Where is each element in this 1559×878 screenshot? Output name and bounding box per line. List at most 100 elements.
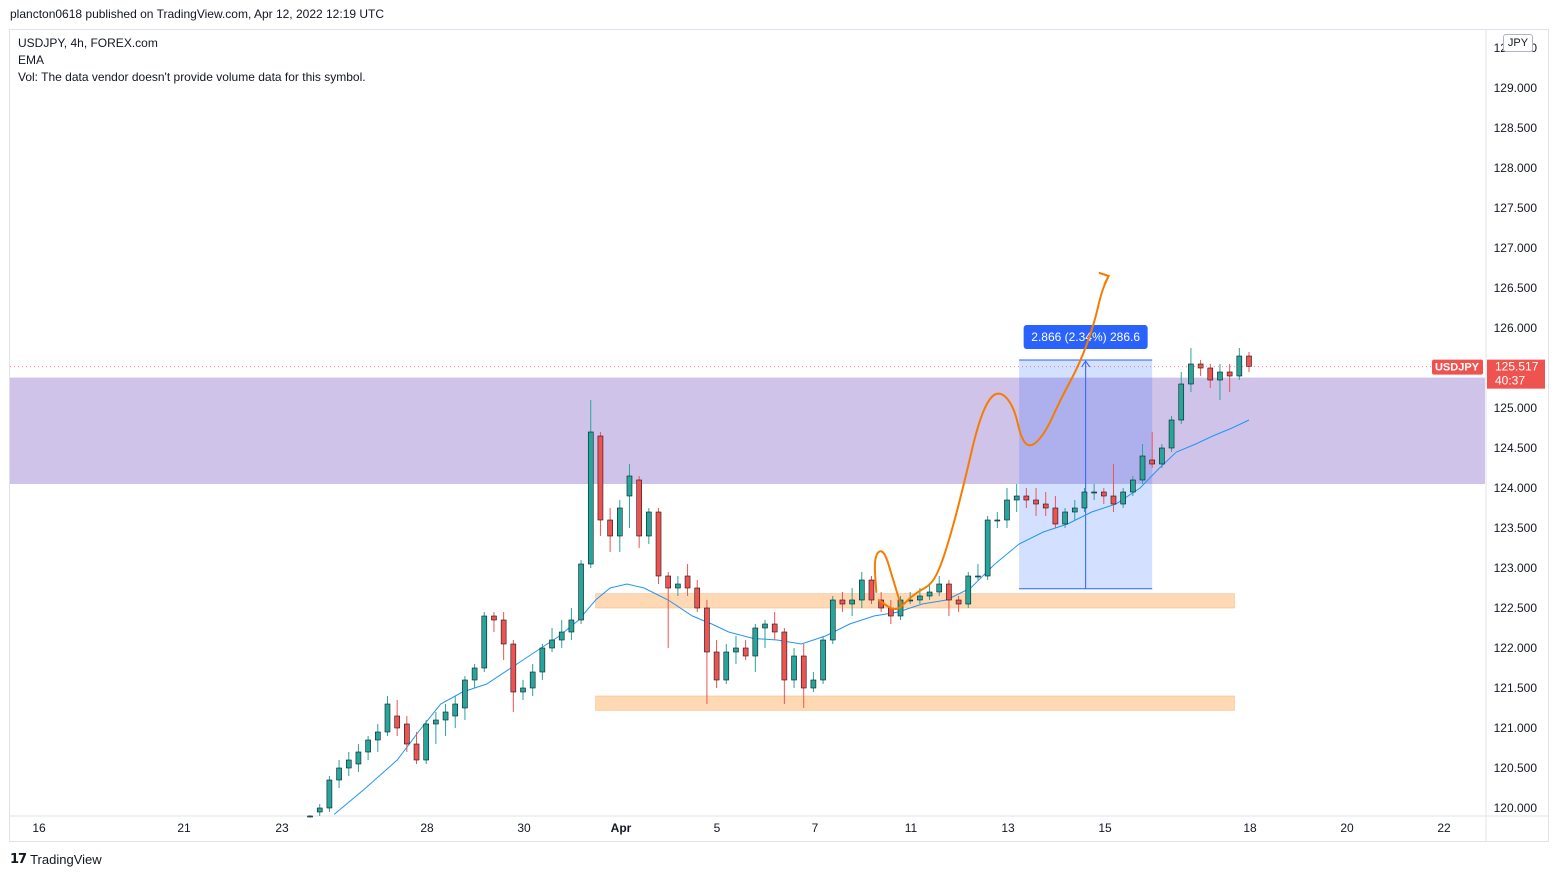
candle-body[interactable] <box>1197 363 1204 369</box>
candle-body[interactable] <box>452 703 459 717</box>
candle-body[interactable] <box>1159 447 1165 465</box>
candle-body[interactable] <box>1120 491 1126 505</box>
candle-body[interactable] <box>549 639 555 649</box>
candle-body[interactable] <box>936 583 943 593</box>
candle-body[interactable] <box>491 615 497 621</box>
symbol-line[interactable]: USDJPY, 4h, FOREX.com <box>18 36 158 50</box>
candle-body[interactable] <box>917 595 923 601</box>
chart-frame[interactable] <box>9 29 1549 842</box>
support-zone-2[interactable] <box>595 695 1235 711</box>
candle-body[interactable] <box>1110 495 1117 505</box>
candle-body[interactable] <box>704 607 710 653</box>
candle-body[interactable] <box>471 667 478 681</box>
candle-body[interactable] <box>578 563 584 621</box>
resistance-zone[interactable] <box>10 377 1485 484</box>
candle-body[interactable] <box>500 619 507 645</box>
candle-body[interactable] <box>345 759 352 769</box>
candle-body[interactable] <box>529 671 536 689</box>
candle-body[interactable] <box>665 575 672 589</box>
candle-body[interactable] <box>597 435 604 521</box>
candle-body[interactable] <box>587 431 594 565</box>
candle-body[interactable] <box>984 519 991 577</box>
support-zone-1[interactable] <box>595 593 1235 609</box>
candle-body[interactable] <box>684 575 691 589</box>
candle-body[interactable] <box>810 679 817 689</box>
candle-body[interactable] <box>404 723 410 745</box>
candle-body[interactable] <box>1226 371 1233 377</box>
candle-body[interactable] <box>839 599 846 605</box>
candle-body[interactable] <box>626 475 633 497</box>
candle-body[interactable] <box>433 719 439 725</box>
candle-body[interactable] <box>762 623 768 629</box>
candle-body[interactable] <box>355 751 362 765</box>
candle-body[interactable] <box>1130 479 1136 493</box>
candle-body[interactable] <box>336 767 342 781</box>
candle-body[interactable] <box>791 655 797 681</box>
candle-body[interactable] <box>442 711 449 721</box>
currency-button[interactable]: JPY <box>1503 34 1533 52</box>
candle-body[interactable] <box>1091 491 1097 494</box>
candle-body[interactable] <box>646 511 652 537</box>
candle-body[interactable] <box>1081 491 1088 509</box>
candle-body[interactable] <box>781 631 788 681</box>
candle-body[interactable] <box>742 647 749 657</box>
indicator-label[interactable]: EMA <box>18 53 45 67</box>
candle-body[interactable] <box>1217 371 1223 381</box>
candle-body[interactable] <box>1013 495 1020 501</box>
candle-body[interactable] <box>1042 503 1049 509</box>
candle-body[interactable] <box>713 651 720 681</box>
candle-body[interactable] <box>326 779 333 809</box>
candle-body[interactable] <box>946 583 952 601</box>
candle-body[interactable] <box>752 627 759 657</box>
candle-body[interactable] <box>723 651 730 681</box>
drawing-projection-curve[interactable] <box>877 275 1110 610</box>
candle-body[interactable] <box>1101 491 1107 497</box>
candle-body[interactable] <box>868 579 875 601</box>
candle-body[interactable] <box>1071 507 1078 513</box>
candle-body[interactable] <box>994 519 1001 522</box>
candle-body[interactable] <box>365 739 371 753</box>
candle-body[interactable] <box>926 591 933 597</box>
candle-body[interactable] <box>374 731 381 741</box>
candle-body[interactable] <box>481 615 488 669</box>
candle-body[interactable] <box>858 579 865 601</box>
candle-body[interactable] <box>849 599 855 605</box>
ema-line[interactable] <box>333 419 1250 815</box>
candle-body[interactable] <box>975 575 981 578</box>
candle-body[interactable] <box>1062 511 1068 525</box>
candle-body[interactable] <box>800 655 807 689</box>
candle-body[interactable] <box>1004 499 1010 521</box>
candle-body[interactable] <box>307 815 313 818</box>
candle-body[interactable] <box>423 723 430 761</box>
candle-body[interactable] <box>510 643 517 693</box>
candle-body[interactable] <box>694 587 701 609</box>
candle-body[interactable] <box>965 575 972 605</box>
candle-body[interactable] <box>558 631 565 641</box>
candle-body[interactable] <box>955 599 962 605</box>
candle-body[interactable] <box>462 679 468 709</box>
candle-body[interactable] <box>1178 383 1185 421</box>
drawing-loop-curve[interactable] <box>873 550 902 605</box>
candle-body[interactable] <box>1168 419 1175 449</box>
candle-body[interactable] <box>829 599 836 641</box>
candle-body[interactable] <box>607 519 613 537</box>
candle-body[interactable] <box>520 687 526 693</box>
candle-body[interactable] <box>820 639 826 681</box>
candle-body[interactable] <box>1246 355 1252 367</box>
candle-body[interactable] <box>771 623 778 633</box>
candle-body[interactable] <box>1052 507 1059 525</box>
candle-body[interactable] <box>1033 499 1039 505</box>
candle-body[interactable] <box>636 479 642 537</box>
candle-body[interactable] <box>316 807 323 813</box>
candle-body[interactable] <box>1023 495 1030 501</box>
candle-body[interactable] <box>1188 363 1194 385</box>
candle-body[interactable] <box>675 583 681 589</box>
candle-body[interactable] <box>413 743 420 761</box>
candle-body[interactable] <box>568 619 575 633</box>
tradingview-logo[interactable]: 17 TradingView <box>10 852 102 867</box>
last-price-box[interactable] <box>1487 359 1545 389</box>
candle-body[interactable] <box>394 715 400 729</box>
candle-body[interactable] <box>733 647 739 653</box>
candle-body[interactable] <box>1139 455 1146 481</box>
